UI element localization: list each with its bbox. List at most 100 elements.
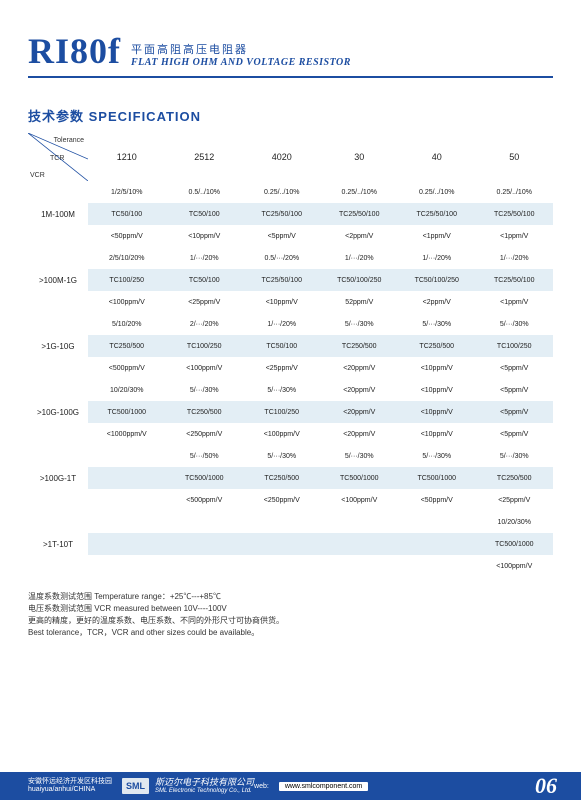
data-cell: <10ppm/V (398, 357, 476, 379)
data-cell: 10/20/30% (476, 511, 554, 533)
data-cell: <5ppm/V (243, 225, 321, 247)
data-cell: <20ppm/V (321, 379, 399, 401)
data-cell: 5/···/30% (321, 313, 399, 335)
data-cell (166, 555, 244, 577)
data-cell: TC100/250 (476, 335, 554, 357)
data-cell: <250ppm/V (243, 489, 321, 511)
data-cell: 2/···/20% (166, 313, 244, 335)
section-title: 技术参数 SPECIFICATION (28, 106, 553, 125)
row-label: 1M-100M (28, 181, 88, 247)
data-cell (88, 533, 166, 555)
data-cell: TC100/250 (243, 401, 321, 423)
footer-addr-cn: 安徽怀远经济开发区科技园 (28, 778, 112, 786)
col-header: 1210 (88, 133, 166, 181)
data-cell: <10ppm/V (398, 423, 476, 445)
col-header: 30 (321, 133, 399, 181)
data-cell (88, 445, 166, 467)
row-label: >1T-10T (28, 511, 88, 577)
data-cell: TC25/50/100 (398, 203, 476, 225)
header: RI80f 平面高阻高压电阻器 FLAT HIGH OHM AND VOLTAG… (28, 30, 553, 78)
data-cell: TC50/100 (166, 269, 244, 291)
data-cell: 1/···/20% (243, 313, 321, 335)
data-cell: <2ppm/V (321, 225, 399, 247)
data-cell: 5/···/30% (321, 445, 399, 467)
data-cell: 1/2/5/10% (88, 181, 166, 203)
data-cell: TC500/1000 (166, 467, 244, 489)
data-cell: 0.25/../10% (243, 181, 321, 203)
data-cell: 5/···/30% (398, 313, 476, 335)
footer-addr-en: huaiyua/anhui/CHINA (28, 786, 112, 794)
data-cell: 0.5/···/20% (243, 247, 321, 269)
data-cell (166, 511, 244, 533)
data-cell: 5/···/30% (243, 445, 321, 467)
data-cell: TC50/100/250 (321, 269, 399, 291)
row-label: >1G-10G (28, 313, 88, 379)
footer-company-en: SML Electronic Technology Co., Ltd. (155, 788, 254, 795)
data-cell: 1/···/20% (166, 247, 244, 269)
data-cell: <1ppm/V (476, 291, 554, 313)
data-cell: <25ppm/V (476, 489, 554, 511)
notes-block: 温度系数测试范围 Temperature range：+25℃---+85℃ 电… (28, 591, 553, 639)
data-cell: TC25/50/100 (476, 269, 554, 291)
footer-company-cn: 斯迈尔电子科技有限公司 (155, 777, 254, 788)
data-cell: 1/···/20% (398, 247, 476, 269)
col-header: 40 (398, 133, 476, 181)
data-cell: <250ppm/V (166, 423, 244, 445)
data-cell (243, 511, 321, 533)
data-cell: <25ppm/V (166, 291, 244, 313)
data-cell (88, 489, 166, 511)
note-line: 更高的精度，更好的温度系数、电压系数、不同的外形尺寸可协商供货。 (28, 615, 553, 627)
row-label: >100M-1G (28, 247, 88, 313)
data-cell (243, 533, 321, 555)
data-cell: <500ppm/V (88, 357, 166, 379)
data-cell (398, 533, 476, 555)
data-cell: TC100/250 (88, 269, 166, 291)
data-cell (321, 555, 399, 577)
row-label: >100G-1T (28, 445, 88, 511)
data-cell: <1000ppm/V (88, 423, 166, 445)
data-cell: <5ppm/V (476, 357, 554, 379)
col-header: 50 (476, 133, 554, 181)
data-cell: <100ppm/V (476, 555, 554, 577)
data-cell: 5/···/30% (166, 379, 244, 401)
col-header: 2512 (166, 133, 244, 181)
corner-vcr: VCR (30, 172, 45, 179)
row-label: >10G-100G (28, 379, 88, 445)
data-cell: <100ppm/V (243, 423, 321, 445)
data-cell: 2/5/10/20% (88, 247, 166, 269)
product-title: RI80f (28, 30, 121, 72)
data-cell: <10ppm/V (166, 225, 244, 247)
data-cell: <50ppm/V (398, 489, 476, 511)
note-line: 电压系数测试范围 VCR measured between 10V----100… (28, 603, 553, 615)
data-cell: <1ppm/V (476, 225, 554, 247)
data-cell: <5ppm/V (476, 423, 554, 445)
subtitle-cn: 平面高阻高压电阻器 (131, 41, 351, 57)
data-cell: <20ppm/V (321, 401, 399, 423)
data-cell (88, 467, 166, 489)
data-cell: TC250/500 (243, 467, 321, 489)
data-cell (398, 511, 476, 533)
data-cell: <100ppm/V (88, 291, 166, 313)
data-cell: <5ppm/V (476, 379, 554, 401)
data-cell: <100ppm/V (321, 489, 399, 511)
data-cell: TC100/250 (166, 335, 244, 357)
data-cell: <500ppm/V (166, 489, 244, 511)
data-cell (321, 511, 399, 533)
corner-tcr: TCR (50, 155, 64, 162)
data-cell: <20ppm/V (321, 357, 399, 379)
data-cell: TC25/50/100 (321, 203, 399, 225)
data-cell: TC500/1000 (88, 401, 166, 423)
footer-web-group: web: www.smlcomponent.com (254, 782, 368, 791)
data-cell: <2ppm/V (398, 291, 476, 313)
data-cell: 5/···/30% (243, 379, 321, 401)
data-cell: <20ppm/V (321, 423, 399, 445)
data-cell: <100ppm/V (166, 357, 244, 379)
data-cell: <10ppm/V (398, 401, 476, 423)
subtitle-en: FLAT HIGH OHM AND VOLTAGE RESISTOR (131, 57, 351, 68)
data-cell: TC50/100 (166, 203, 244, 225)
data-cell: 0.5/../10% (166, 181, 244, 203)
data-cell (88, 511, 166, 533)
footer: 安徽怀远经济开发区科技园 huaiyua/anhui/CHINA SML 斯迈尔… (0, 772, 581, 800)
data-cell: <50ppm/V (88, 225, 166, 247)
spec-table: ToleranceTCRVCR1210251240203040501M-100M… (28, 133, 553, 577)
